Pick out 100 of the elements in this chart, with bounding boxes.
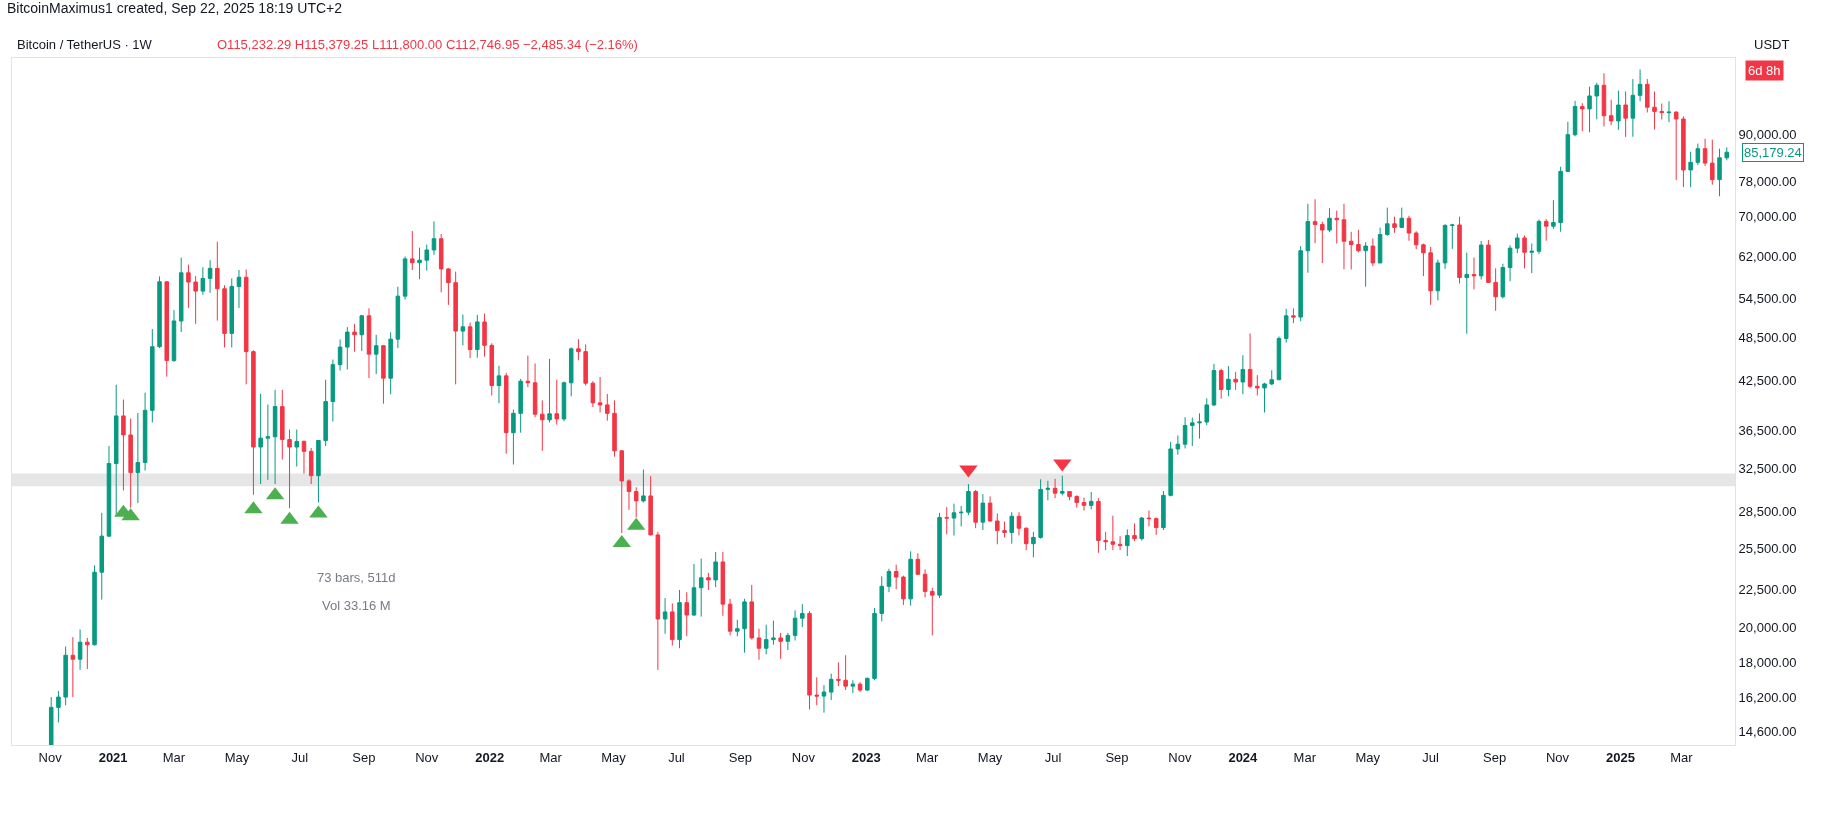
x-tick-label: Mar <box>539 749 563 765</box>
candlestick <box>597 376 603 413</box>
candlestick <box>944 506 950 535</box>
candlestick <box>540 399 545 452</box>
candlestick <box>1146 510 1152 527</box>
candlestick <box>1327 207 1332 233</box>
candlestick <box>128 418 133 509</box>
candlestick <box>1002 521 1007 538</box>
y-tick-label: 42,500.00 <box>1738 373 1797 389</box>
candlestick <box>135 412 141 504</box>
candlestick <box>1153 516 1159 536</box>
candlestick <box>1016 511 1022 537</box>
candlestick <box>958 505 964 527</box>
candlestick <box>778 632 783 660</box>
candlestick <box>63 645 68 706</box>
candlestick <box>316 439 321 504</box>
candlestick <box>1334 210 1340 245</box>
candlestick <box>879 575 885 622</box>
annotation: Vol 33.16 M <box>322 598 391 613</box>
candlestick <box>1652 90 1657 131</box>
candlestick <box>1269 369 1275 386</box>
candlestick <box>330 359 336 423</box>
candlestick <box>1630 78 1636 138</box>
candlestick <box>482 313 487 358</box>
candlestick <box>251 349 256 496</box>
x-tick-label: Nov <box>791 749 816 765</box>
candlestick <box>1161 490 1166 531</box>
y-tick-label: 90,000.00 <box>1738 126 1797 142</box>
candlestick <box>1478 240 1484 281</box>
candlestick <box>568 346 574 397</box>
x-tick-label: Mar <box>915 749 940 765</box>
candlestick <box>345 326 350 370</box>
y-tick-label: 36,500.00 <box>1738 422 1797 438</box>
candlestick <box>865 676 870 692</box>
candlestick <box>893 564 899 590</box>
candlestick <box>1168 441 1173 497</box>
candlestick <box>1450 223 1455 250</box>
x-tick-label: 2025 <box>1606 749 1635 765</box>
candlestick <box>1399 207 1405 229</box>
candlestick <box>113 384 119 517</box>
candlestick <box>583 343 588 387</box>
candlestick <box>1038 478 1043 540</box>
candlestick <box>366 307 372 379</box>
y-tick-label: 28,500.00 <box>1738 504 1797 520</box>
candlestick <box>742 598 747 654</box>
x-tick-label: 2021 <box>98 749 128 765</box>
candlestick <box>1190 417 1195 447</box>
candlestick <box>1515 233 1520 254</box>
candlestick <box>157 275 162 349</box>
candlestick <box>1125 528 1130 557</box>
candlestick <box>265 404 271 481</box>
candlestick <box>193 275 198 325</box>
candlestick <box>142 392 148 472</box>
candlestick <box>662 597 668 635</box>
candlestick <box>1247 332 1253 389</box>
candlestick <box>178 257 184 333</box>
candlestick <box>677 589 682 649</box>
candlestick <box>272 389 278 485</box>
y-tick-label: 78,000.00 <box>1738 173 1797 189</box>
candlestick <box>207 259 213 294</box>
candlestick <box>460 314 466 346</box>
candlestick <box>937 512 942 599</box>
candlestick <box>821 684 827 714</box>
text: O115,232.29 H115,379.25 L111,800.00 C112,746.95 −2,485.34 (−2.16%) <box>217 37 638 52</box>
candlestick <box>626 478 632 511</box>
candlestick <box>1681 115 1686 188</box>
candlestick <box>121 399 126 491</box>
y-tick-label: 20,000.00 <box>1738 620 1797 636</box>
candlestick <box>886 568 892 593</box>
candlestick <box>453 271 458 385</box>
candlestick <box>670 602 675 647</box>
candlestick <box>1565 121 1571 173</box>
candlestick <box>1233 371 1238 391</box>
candlestick <box>475 314 480 359</box>
candlestick <box>1385 207 1390 237</box>
candlestick <box>915 552 921 576</box>
candlestick <box>590 380 596 408</box>
candlestick <box>684 591 690 637</box>
chart-subtitle: Bitcoin / TetherUS · 1W <box>17 37 153 52</box>
candlestick <box>388 331 393 395</box>
x-tick-label: Sep <box>1105 749 1129 765</box>
x-tick-label: Nov <box>415 749 439 765</box>
candlestick <box>1608 99 1614 126</box>
candlestick <box>1045 480 1051 501</box>
candlestick <box>525 355 531 388</box>
candlestick <box>1262 382 1267 413</box>
candlestick <box>1103 531 1108 551</box>
candlestick <box>92 564 97 647</box>
y-tick-label: 22,500.00 <box>1738 581 1797 597</box>
candlestick <box>1052 478 1058 499</box>
candlestick <box>518 378 523 434</box>
candlestick <box>1551 199 1556 230</box>
candlestick <box>1240 354 1246 395</box>
candlestick <box>901 575 906 606</box>
candlestick <box>1370 237 1376 267</box>
candlestick <box>995 512 1000 545</box>
x-tick-label: May <box>601 749 627 765</box>
candlestick <box>1442 223 1448 270</box>
candlestick <box>1637 68 1643 102</box>
y-tick-label: 70,000.00 <box>1738 209 1797 225</box>
